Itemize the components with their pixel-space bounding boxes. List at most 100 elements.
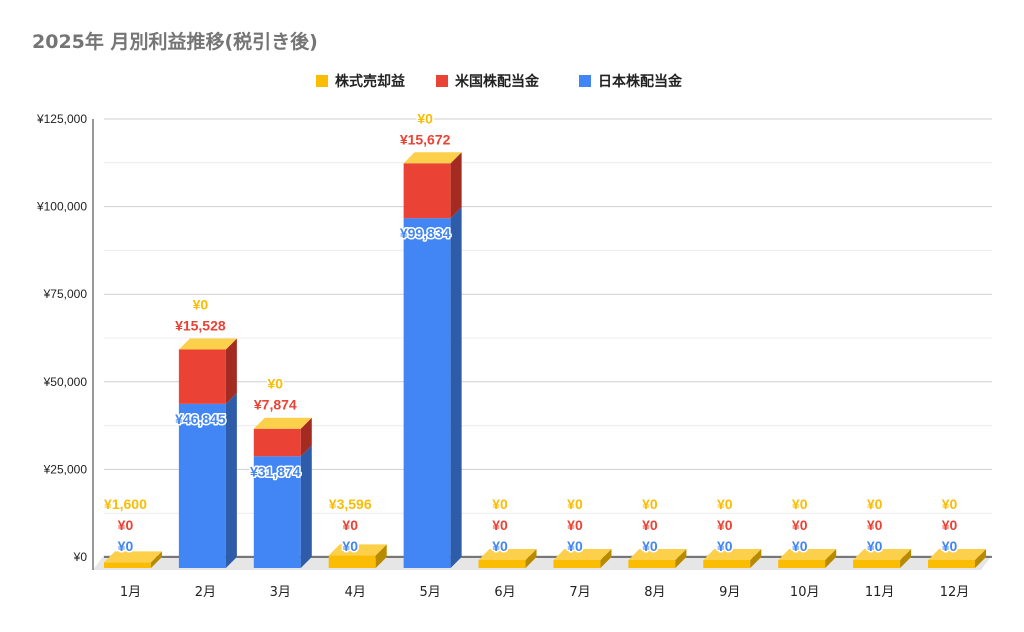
x-tick-label: 11月 (865, 585, 895, 600)
legend-swatch (436, 75, 448, 87)
bar-segment-series-1-front (178, 349, 226, 404)
data-label: ¥0 (642, 496, 658, 512)
data-label: ¥0 (867, 496, 883, 512)
zero-slab-side (750, 549, 762, 568)
bar-top-face (853, 549, 912, 560)
data-label: ¥15,528 (175, 317, 226, 333)
zero-slab-side (675, 549, 687, 568)
legend-swatch (316, 75, 328, 87)
zero-slab-front (853, 560, 901, 568)
zero-slab-front (928, 560, 976, 568)
bar-group (403, 152, 462, 568)
data-label: ¥3,596 (329, 496, 372, 512)
zero-slab-front (778, 560, 826, 568)
zero-slab-side (600, 549, 612, 568)
x-tick-label: 3月 (270, 585, 291, 600)
data-label: ¥0 (942, 538, 958, 554)
bar-segment-series-2-front (103, 562, 151, 568)
bar-segment-series-2-side (375, 544, 387, 568)
bar-top-face (553, 549, 612, 560)
bar-segment-series-1-side (225, 338, 237, 404)
zero-slab-side (900, 549, 912, 568)
data-label: ¥0 (792, 496, 808, 512)
data-labels: ¥0 ¥0 ¥1,600 ¥46,845 ¥15,528 ¥0 ¥31,874 ¥7,874 ¥… (103, 109, 959, 556)
data-label: ¥0 (717, 496, 733, 512)
bar-segment-series-2-front (328, 555, 376, 568)
data-label: ¥0 (942, 496, 958, 512)
bar-top-face (403, 152, 462, 164)
data-label: ¥0 (567, 517, 583, 533)
data-label: ¥0 (867, 517, 883, 533)
zero-slab-front (628, 560, 676, 568)
data-label: ¥0 (342, 538, 358, 554)
data-label: ¥0 (193, 296, 209, 312)
data-label: ¥0 (942, 517, 958, 533)
bar-group (853, 549, 912, 568)
zero-slab-side (525, 549, 537, 568)
bar-segment-series-2-side (150, 551, 162, 568)
data-label: ¥0 (342, 517, 358, 533)
data-label: ¥0 (717, 538, 733, 554)
bar-top-face (778, 549, 837, 560)
zero-slab-front (703, 560, 751, 568)
bar-segment-series-0-side (300, 445, 312, 568)
bar-group (328, 544, 387, 568)
data-label: ¥0 (492, 538, 508, 554)
data-label: ¥46,845 (175, 411, 226, 427)
x-tick-label: 1月 (120, 585, 141, 600)
data-label: ¥7,874 (254, 397, 297, 413)
bar-group (778, 549, 837, 568)
data-label: ¥31,874 (250, 463, 301, 479)
legend-swatch (579, 75, 591, 87)
bar-top-face (328, 544, 387, 556)
bar-group (178, 338, 237, 568)
bar-top-face (703, 549, 762, 560)
x-tick-label: 6月 (494, 585, 515, 600)
x-tick-label: 8月 (644, 585, 665, 600)
data-label: ¥0 (118, 517, 134, 533)
bar-segment-series-1-side (450, 152, 462, 219)
zero-slab-front (553, 560, 601, 568)
bar-top-face (628, 549, 687, 560)
data-label: ¥0 (867, 538, 883, 554)
data-label: ¥15,672 (400, 131, 451, 147)
zero-slab-front (478, 560, 526, 568)
bar-segment-series-1-side (300, 417, 312, 457)
y-axis: ¥0 ¥25,000 ¥50,000 ¥75,000 ¥100,000 ¥125,000 (36, 112, 94, 570)
bar-top-face (253, 417, 312, 429)
data-label: ¥0 (118, 538, 134, 554)
zero-slab-side (975, 549, 987, 568)
x-tick-label: 4月 (345, 585, 366, 600)
bar-group (703, 549, 762, 568)
y-tick-label: ¥25,000 (43, 462, 88, 476)
bar-group (478, 549, 537, 568)
x-tick-label: 9月 (719, 585, 740, 600)
data-label: ¥0 (792, 517, 808, 533)
y-tick-label: ¥75,000 (43, 287, 88, 301)
bar-top-face (178, 338, 237, 350)
gridlines (104, 118, 992, 558)
bar-group (928, 549, 987, 568)
bar-segment-series-1-front (253, 428, 301, 457)
data-label: ¥0 (417, 110, 433, 126)
y-tick-label: ¥125,000 (36, 112, 87, 126)
bar-segment-series-0-front (403, 218, 451, 568)
floor-plane (93, 555, 992, 570)
bar-group (253, 417, 312, 568)
data-label: ¥0 (717, 517, 733, 533)
bar-segment-series-1-front (403, 163, 451, 219)
legend-label: 日本株配当金 (598, 73, 683, 90)
bar-top-face (478, 549, 537, 560)
data-label: ¥99,834 (400, 225, 451, 241)
bar-segment-series-0-front (178, 403, 226, 568)
bar-segment-series-0-side (225, 392, 237, 568)
data-label: ¥0 (268, 376, 284, 392)
bar-group (628, 549, 687, 568)
bars (103, 152, 987, 568)
bar-top-face (928, 549, 987, 560)
data-label: ¥0 (567, 538, 583, 554)
bar-group (103, 551, 162, 568)
data-label: ¥0 (492, 496, 508, 512)
x-tick-label: 7月 (569, 585, 590, 600)
y-tick-label: ¥100,000 (36, 200, 87, 214)
